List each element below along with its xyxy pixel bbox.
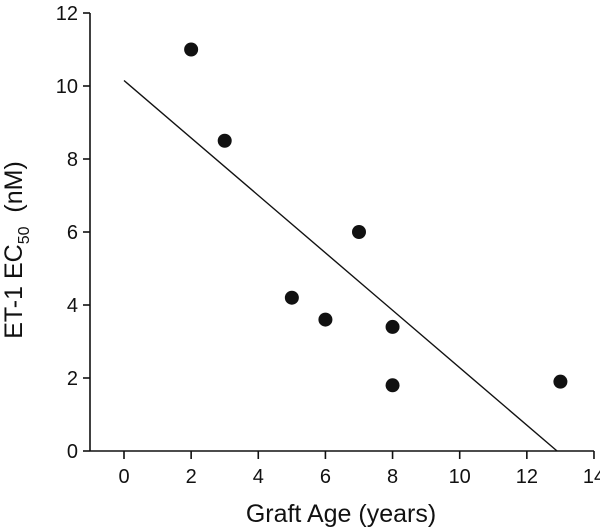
regression-line bbox=[123, 79, 558, 452]
x-tick-label: 8 bbox=[387, 466, 398, 488]
y-tick-label: 2 bbox=[67, 368, 78, 390]
data-points bbox=[184, 42, 568, 393]
data-point bbox=[318, 312, 333, 327]
data-point bbox=[385, 378, 400, 393]
x-tick-label: 10 bbox=[449, 466, 471, 488]
data-point bbox=[385, 319, 400, 334]
data-point bbox=[351, 225, 366, 239]
data-point bbox=[553, 374, 568, 389]
y-tick-label: 10 bbox=[56, 76, 78, 98]
y-axis-title-prefix: ET-1 EC bbox=[0, 244, 28, 338]
x-tick-label: 0 bbox=[118, 466, 129, 488]
x-axis-title: Graft Age (years) bbox=[246, 500, 436, 528]
x-tick-label: 12 bbox=[516, 466, 538, 488]
axes bbox=[89, 13, 594, 452]
y-axis-title: ET-1 EC50 (nM) bbox=[0, 161, 33, 339]
y-tick-label: 8 bbox=[67, 149, 78, 171]
y-tick-label: 6 bbox=[67, 222, 78, 244]
y-tick-label: 0 bbox=[67, 441, 78, 463]
x-tick-label: 4 bbox=[253, 466, 264, 488]
y-tick-label: 12 bbox=[56, 3, 78, 25]
data-point bbox=[184, 42, 199, 57]
x-ticks: 0 2 4 6 8 10 12 14 bbox=[118, 451, 600, 488]
data-point bbox=[284, 290, 299, 305]
data-point bbox=[217, 133, 232, 148]
x-tick-label: 14 bbox=[583, 466, 600, 488]
y-axis-title-subscript: 50 bbox=[16, 226, 33, 244]
x-tick-label: 2 bbox=[186, 466, 197, 488]
y-ticks: 0 2 4 6 8 10 12 bbox=[56, 3, 90, 463]
y-axis-title-suffix: (nM) bbox=[0, 161, 28, 226]
x-tick-label: 6 bbox=[320, 466, 331, 488]
y-tick-label: 4 bbox=[67, 295, 78, 317]
